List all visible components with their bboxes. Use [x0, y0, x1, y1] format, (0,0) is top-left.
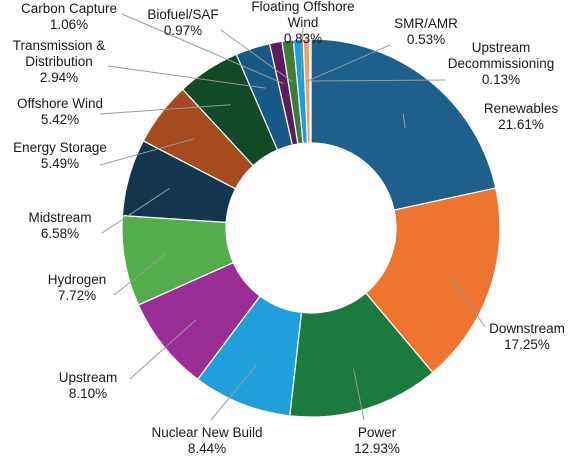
leader-line-upstream [129, 319, 197, 380]
data-label-carbon-capture: Carbon Capture 1.06% [21, 1, 117, 32]
data-label-transmission-and-distribution: Transmission & Distribution 2.94% [13, 38, 106, 85]
data-label-biofuel-saf: Biofuel/SAF 0.97% [147, 7, 218, 38]
data-label-downstream: Downstream 17.25% [489, 321, 565, 352]
leader-line-power [353, 368, 365, 421]
data-label-offshore-wind: Offshore Wind 5.42% [17, 96, 103, 127]
slice-downstream [364, 187, 501, 374]
leader-line-midstream [101, 187, 170, 234]
slice-renewables [310, 38, 497, 211]
leader-line-transmission-and-distribution [107, 65, 266, 89]
data-label-upstream: Upstream 8.10% [59, 370, 118, 401]
slice-upstream-decommissioning [308, 38, 312, 144]
data-label-energy-storage: Energy Storage 5.49% [13, 140, 107, 171]
leader-line-downstream [449, 275, 486, 328]
leader-line-floating-offshore-wind [300, 27, 304, 82]
slice-power [289, 292, 434, 418]
data-label-smr-amr: SMR/AMR 0.53% [394, 16, 458, 47]
leader-line-energy-storage [99, 138, 195, 166]
data-label-hydrogen: Hydrogen 7.72% [48, 272, 107, 303]
leader-line-offshore-wind [99, 104, 231, 115]
leader-line-hydrogen [113, 253, 167, 296]
data-label-power: Power 12.93% [354, 425, 400, 456]
data-label-renewables: Renewables 21.61% [484, 101, 559, 132]
leader-line-upstream-decommissioning [310, 79, 446, 82]
leader-line-smr-amr [307, 44, 391, 82]
leader-line-nuclear-new-build [210, 364, 258, 421]
data-label-upstream-decommissioning: Upstream Decommissioning 0.13% [448, 40, 555, 87]
leader-line-carbon-capture [121, 13, 284, 85]
data-label-nuclear-new-build: Nuclear New Build 8.44% [151, 425, 262, 456]
leader-line-biofuel-saf [220, 29, 294, 83]
data-label-midstream: Midstream 6.58% [28, 210, 91, 241]
leader-line-renewables [402, 113, 406, 129]
data-label-floating-offshore-wind: Floating Offshore Wind 0.83% [251, 0, 354, 46]
